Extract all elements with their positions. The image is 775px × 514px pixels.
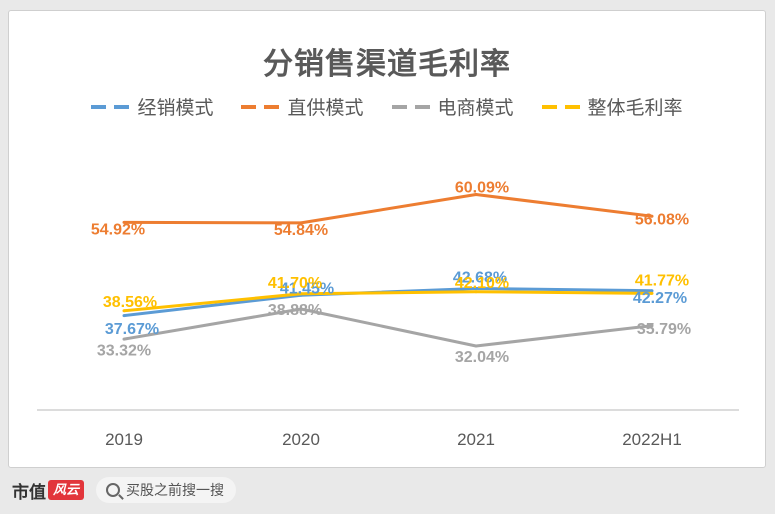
data-label: 37.67% bbox=[105, 321, 159, 338]
data-point bbox=[650, 291, 654, 295]
data-point bbox=[474, 287, 478, 290]
legend-label: 整体毛利率 bbox=[587, 98, 683, 119]
x-tick-label: 2020 bbox=[282, 430, 320, 449]
legend: 经销模式 直供模式 电商模式 整体毛利率 bbox=[9, 93, 765, 120]
data-label: 42.10% bbox=[455, 275, 509, 292]
brand-mark: 风云 bbox=[48, 480, 84, 500]
data-label: 56.08% bbox=[635, 211, 689, 228]
brand-logo: 市值 风云 bbox=[12, 478, 84, 503]
data-point bbox=[299, 307, 303, 311]
chart-title: 分销售渠道毛利率 bbox=[263, 48, 511, 81]
legend-label: 直供模式 bbox=[287, 98, 364, 119]
legend-swatch bbox=[91, 104, 130, 109]
data-label: 41.45% bbox=[280, 280, 334, 297]
legend-item-direct: 直供模式 bbox=[241, 93, 364, 120]
brand-text: 市值 bbox=[12, 482, 46, 502]
legend-item-distribution: 经销模式 bbox=[91, 93, 213, 120]
data-point bbox=[122, 314, 126, 318]
data-point bbox=[299, 292, 303, 296]
x-tick-label: 2021 bbox=[457, 430, 495, 449]
data-label: 54.84% bbox=[274, 222, 328, 239]
data-label: 60.09% bbox=[455, 180, 509, 197]
data-point bbox=[299, 221, 303, 225]
data-point bbox=[474, 344, 478, 348]
data-label: 35.79% bbox=[637, 321, 691, 338]
line-plot: 2019 2020 2021 2022H1 37.67% 41.45% 42.68% 42.2… bbox=[37, 180, 739, 449]
data-point bbox=[122, 309, 126, 313]
data-label: 42.27% bbox=[633, 290, 687, 307]
data-label: 41.70% bbox=[268, 275, 322, 292]
legend-item-overall: 整体毛利率 bbox=[541, 93, 683, 120]
series-line bbox=[123, 307, 653, 348]
search-text: 买股之前搜一搜 bbox=[126, 482, 224, 498]
data-label: 38.88% bbox=[268, 302, 322, 319]
chart-frame: 分销售渠道毛利率 经销模式 直供模式 电商模式 整体毛利率 2019 2020 20… bbox=[8, 10, 766, 468]
data-point bbox=[122, 337, 126, 341]
data-point bbox=[650, 324, 654, 328]
legend-label: 经销模式 bbox=[137, 98, 214, 119]
series-line bbox=[123, 193, 653, 225]
data-point bbox=[650, 214, 654, 218]
x-tick-label: 2022H1 bbox=[622, 430, 682, 449]
data-label: 38.56% bbox=[103, 294, 157, 311]
legend-label: 电商模式 bbox=[437, 98, 514, 119]
search-icon bbox=[106, 483, 120, 497]
data-label: 41.77% bbox=[635, 273, 689, 290]
series-line bbox=[123, 290, 653, 313]
legend-swatch bbox=[541, 104, 580, 109]
x-tick-label: 2019 bbox=[105, 430, 143, 449]
search-box[interactable]: 买股之前搜一搜 bbox=[96, 477, 236, 503]
legend-swatch bbox=[241, 104, 280, 109]
data-label: 32.04% bbox=[455, 349, 509, 366]
data-point bbox=[122, 220, 126, 224]
legend-item-ecommerce: 电商模式 bbox=[391, 93, 514, 120]
data-label: 42.68% bbox=[453, 270, 507, 287]
legend-swatch bbox=[391, 104, 430, 109]
data-label: 54.92% bbox=[91, 222, 145, 239]
data-label: 33.32% bbox=[97, 342, 151, 359]
data-point bbox=[474, 193, 478, 196]
data-point bbox=[474, 290, 478, 294]
footer-bar: 市值 风云 买股之前搜一搜 bbox=[0, 466, 775, 514]
data-point bbox=[650, 289, 654, 293]
